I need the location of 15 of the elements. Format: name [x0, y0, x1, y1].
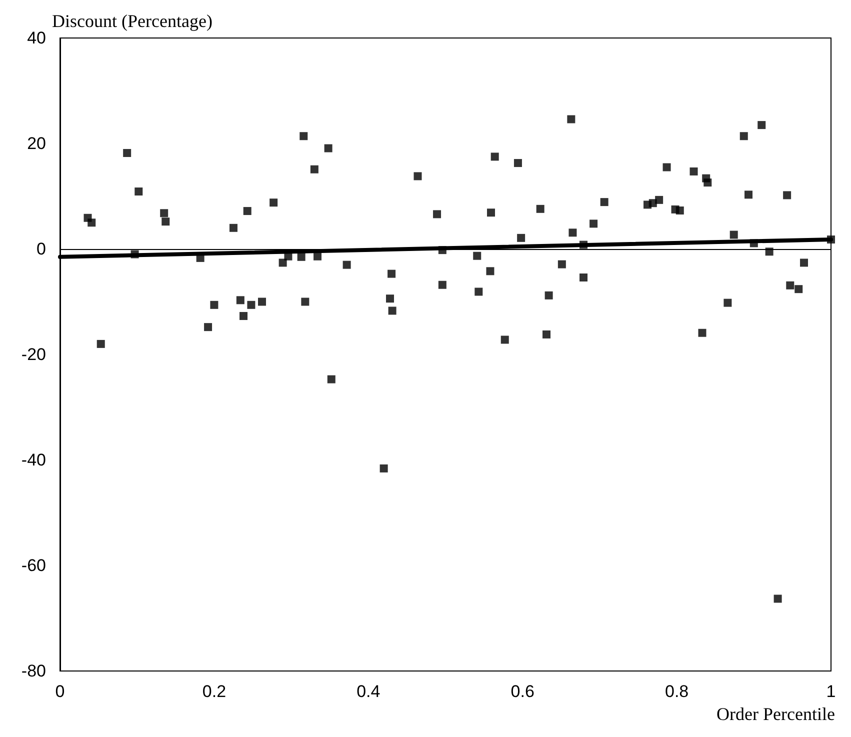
x-axis-title: Order Percentile	[716, 704, 836, 724]
y-tick-label: 20	[27, 134, 46, 153]
x-tick-label: 0.6	[510, 682, 534, 701]
y-tick-label: -80	[21, 662, 46, 680]
x-tick-label: 1	[826, 682, 836, 701]
x-tick-label: 0	[55, 682, 65, 701]
y-tick-label: -60	[21, 556, 46, 575]
x-tick-label: 0.8	[664, 682, 689, 701]
y-tick-label: -20	[21, 345, 46, 364]
x-tick-label: 0.4	[356, 682, 380, 701]
y-tick-label: 0	[36, 240, 46, 258]
y-axis-title: Discount (Percentage)	[52, 11, 212, 31]
y-tick-label: -40	[21, 450, 46, 470]
y-tick-label: 40	[27, 28, 46, 48]
x-tick-label: 0.2	[202, 682, 226, 701]
